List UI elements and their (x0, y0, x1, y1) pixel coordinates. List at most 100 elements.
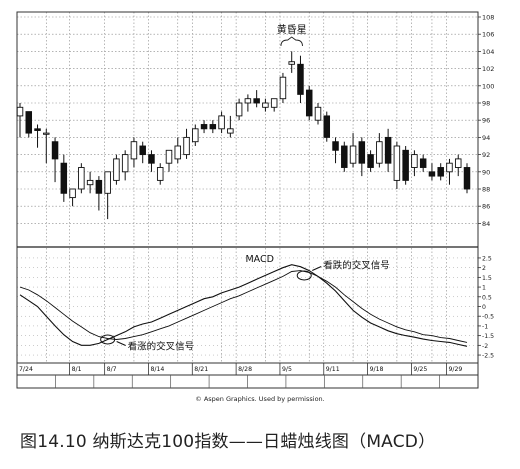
macd-tick-label: 2 (482, 265, 486, 272)
candle-up (446, 162, 453, 173)
candle-up (69, 188, 76, 199)
candle-up (235, 102, 243, 117)
candle-down (419, 158, 427, 168)
candle-up (349, 145, 357, 164)
candle-down (332, 141, 339, 151)
evening-star-label: 黄昏星 (277, 23, 307, 36)
candle-up (270, 98, 278, 108)
price-tick-label: 96 (482, 117, 490, 125)
macd-tick-label: -2 (482, 343, 488, 350)
macd-line (19, 264, 468, 347)
candle-up (218, 115, 225, 130)
candle-up (174, 145, 182, 160)
candle-up (227, 128, 234, 134)
candle-down (209, 124, 217, 130)
candle-down (25, 111, 33, 134)
price-tick-label: 104 (482, 48, 494, 56)
date-tick-label: 8/21 (194, 366, 208, 373)
candle-up (78, 167, 85, 190)
candle-down (428, 171, 436, 177)
macd-tick-label: -2.5 (482, 353, 494, 360)
bullish-cross-label: 看涨的交叉信号 (128, 341, 195, 353)
candle-up (165, 149, 173, 164)
price-tick-label: 94 (482, 134, 490, 142)
candle-up (411, 154, 418, 168)
candle-down (437, 167, 444, 177)
evening-star-bracket (280, 36, 303, 47)
bearish-arrow (312, 266, 322, 271)
candle-down (402, 149, 409, 181)
bearish-cross-label: 看跌的交叉信号 (323, 260, 390, 272)
credit-caption: © Aspen Graphics. Used by permission. (195, 395, 325, 403)
candle-up (314, 106, 322, 121)
bullish-cross-circle (100, 334, 116, 345)
bearish-cross-circle (296, 270, 312, 281)
candle-down (297, 63, 304, 95)
candle-down (95, 179, 103, 194)
price-tick-label: 98 (482, 100, 490, 108)
price-tick-label: 108 (482, 14, 494, 22)
candle-down (34, 128, 41, 131)
price-tick-label: 92 (482, 151, 490, 159)
candle-up (43, 132, 50, 135)
macd-tick-label: -1.5 (482, 333, 494, 340)
date-tick-label: 9/5 (282, 366, 292, 373)
candle-up (113, 158, 120, 181)
candle-up (156, 167, 164, 181)
candle-down (323, 115, 331, 138)
price-tick-label: 100 (482, 82, 494, 90)
candle-down (148, 154, 155, 164)
price-tick-label: 84 (482, 220, 490, 228)
candle-down (384, 136, 392, 164)
date-tick-label: 9/18 (370, 366, 384, 373)
candle-down (463, 167, 471, 190)
date-tick-label: 7/24 (19, 366, 33, 373)
candle-down (51, 141, 59, 160)
price-tick-label: 86 (482, 203, 490, 211)
candle-down (341, 145, 348, 168)
macd-tick-label: -0.5 (482, 314, 494, 321)
candle-up (376, 141, 383, 164)
date-tick-label: 8/1 (72, 366, 82, 373)
candle-down (358, 141, 366, 164)
candle-up (16, 106, 24, 117)
price-tick-label: 102 (482, 65, 494, 73)
figure-caption: 图14.10 纳斯达克100指数——日蜡烛线图（MACD） (20, 432, 436, 452)
macd-tick-label: 0 (482, 304, 486, 311)
price-tick-label: 88 (482, 186, 490, 194)
candle-up (121, 154, 129, 173)
candle-up (393, 145, 401, 181)
price-tick-label: 90 (482, 168, 490, 176)
candle-down (200, 124, 208, 130)
candle-up (244, 98, 252, 104)
chart-frame (16, 11, 479, 389)
candle-down (305, 89, 313, 117)
candle-up (262, 102, 269, 108)
macd-tick-label: 2.5 (482, 255, 492, 262)
date-tick-label: 8/14 (150, 366, 164, 373)
candle-up (279, 76, 287, 100)
date-tick-label: 9/25 (413, 366, 427, 373)
candle-down (60, 162, 68, 194)
macd-tick-label: 1 (482, 285, 486, 292)
date-tick-label: 9/11 (326, 366, 340, 373)
candle-down (139, 145, 146, 156)
bullish-arrow (116, 341, 126, 346)
macd-title: MACD (245, 254, 273, 265)
candle-up (130, 141, 138, 160)
candle-down (367, 154, 374, 168)
macd-tick-label: 0.5 (482, 294, 492, 301)
price-tick-label: 106 (482, 31, 494, 39)
date-tick-label: 8/7 (107, 366, 117, 373)
signal-line (19, 270, 468, 343)
macd-tick-label: -1 (482, 323, 488, 330)
date-tick-label: 8/28 (238, 366, 252, 373)
candle-up (288, 61, 295, 65)
candle-down (253, 98, 260, 104)
candle-up (86, 179, 94, 186)
candle-up (104, 171, 111, 194)
candle-up (183, 136, 190, 156)
macd-tick-label: 1.5 (482, 275, 492, 282)
candle-up (192, 128, 199, 143)
